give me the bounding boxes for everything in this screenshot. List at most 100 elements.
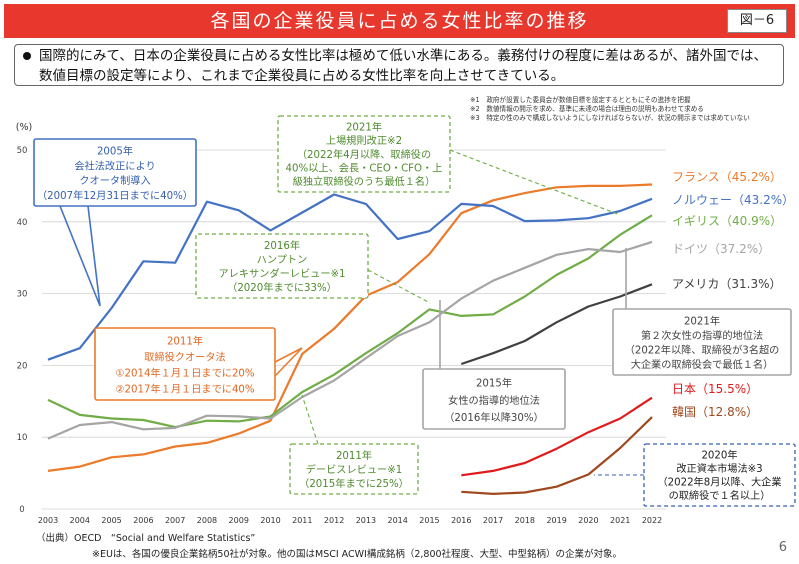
page-number: 6 [778,540,787,555]
footnote: ※1 政府が設置した委員会が数値目標を設定するとともにその進捗を把握 [470,96,691,104]
annotation-frame [94,327,276,401]
annotation-line: ②2017年１月１日までに40% [115,382,255,395]
annotation-line: ①2014年１月１日までに20% [115,366,255,379]
x-tick-label: 2010 [260,516,280,525]
x-tick-label: 2003 [38,516,58,525]
figure-number: 図－6 [727,9,787,33]
y-tick-label: 50 [17,146,28,156]
series-line [461,416,653,495]
annotation-line: 2005年 [97,145,133,158]
y-tick-label: 0 [19,505,24,515]
annotation-line: （2020年までに33%） [227,281,337,294]
series-end-label: ドイツ（37.2%） [672,242,770,256]
lead-text: 国際的にみて、日本の企業役員に占める女性比率は極めて低い水準にある。義務付けの程… [39,48,768,84]
annotation-line: デービスレビュー※1 [306,463,403,476]
annotation-line: 2016年 [264,239,300,252]
annotation-line: アレキサンダーレビュー※1 [218,267,345,280]
annotation-frame [195,233,369,299]
annotation-line: 大企業の取締役会で最低１名） [631,358,774,371]
annotation-line: （2022年4月以降、取締役の [297,148,431,161]
y-axis-label: (%) [16,122,32,133]
annotation-frame [289,443,419,495]
x-tick-label: 2021 [610,516,630,525]
annotation-frame [643,443,796,507]
series-line [47,240,653,440]
annotation-frame [612,308,792,376]
x-tick-label: 2011 [292,516,312,525]
annotation-frame [422,368,566,430]
x-tick-label: 2013 [356,516,376,525]
annotation-frame [33,138,197,207]
annotation-line: 女性の指導的地位法 [448,394,540,407]
series-line [47,214,653,429]
y-tick-label: 10 [17,433,28,443]
annotation-line: 第２次女性の指導的地位法 [641,329,763,342]
x-tick-label: 2019 [546,516,566,525]
x-tick-label: 2018 [515,516,535,525]
footnote: ※3 特定の性のみで構成しないようにしなければならないが、状況の開示までは求めて… [470,114,750,122]
y-tick-label: 40 [17,218,28,228]
annotation-line: 40%以上、会長・CEO・CFO・上 [286,161,443,174]
series-line [460,283,653,366]
x-tick-label: 2005 [101,516,121,525]
footnotes: ※1 政府が設置した委員会が数値目標を設定するとともにその進捗を把握 ※2 数値… [470,96,795,123]
annotation-uk-2021: 2021年上場規則改正※2（2022年4月以降、取締役の40%以上、会長・CEO… [277,115,621,216]
annotation-line: （2022年以降、取締役が3名超の [625,343,780,356]
annotation-line: 2015年 [476,377,512,390]
annotation-line: 級独立取締役のうち最低１名） [293,175,436,188]
annotation-line: 2011年 [336,449,372,462]
x-tick-label: 2009 [229,516,249,525]
annotation-frame [277,115,451,193]
annotation-line: 上場規則改正※2 [326,134,402,147]
series-end-label: フランス（45.2%） [672,170,782,184]
x-tick-label: 2017 [483,516,503,525]
series-line [47,193,653,361]
annotation-line: （2016年以降30%） [444,411,544,424]
annotation-line: 取締役クオータ法 [144,350,226,363]
annotation-line: ハンプトン [257,254,308,266]
annotation-line: クオータ制導入 [79,174,150,187]
title-bar: 各国の企業役員に占める女性比率の推移 図－6 [4,4,795,38]
annotation-pointer [449,149,621,216]
lead-box: 国際的にみて、日本の企業役員に占める女性比率は極めて低い水準にある。義務付けの程… [14,44,784,86]
annotation-line: （2007年12月31日までに40%） [37,189,193,202]
x-tick-label: 2016 [451,516,471,525]
scope-note: ※EUは、各国の優良企業銘柄50社が対象。他の国はMSCI ACWI構成銘柄（2… [92,549,623,560]
x-tick-label: 2007 [165,516,185,525]
annotation-line: 改正資本市場法※3 [676,462,762,475]
annotation-line: （2022年8月以降、大企業 [657,476,781,489]
series-end-label: 日本（15.5%） [672,382,758,396]
series-end-label: アメリカ（31.3%） [672,277,782,291]
x-tick-label: 2008 [197,516,217,525]
annotation-line: （2015年までに25%） [299,477,409,490]
annotation-line: 会社法改正により [74,159,155,172]
annotation-line: 2011年 [167,334,203,347]
page-title: 各国の企業役員に占める女性比率の推移 [210,10,589,32]
annotation-pointer [59,205,101,307]
series-line [461,396,653,477]
y-tick-label: 30 [17,290,28,300]
annotation-line: 2020年 [701,449,737,462]
x-tick-label: 2014 [388,516,408,525]
x-tick-label: 2004 [70,516,90,525]
x-tick-label: 2015 [419,516,439,525]
series-end-label: 韓国（12.8%） [672,405,758,419]
footnote: ※2 数値情報の開示を求め、基準に未達の場合は理由の説明もあわせて求める [470,105,704,113]
series-end-label: ノルウェー（43.2%） [672,193,794,207]
annotation-pointer [367,269,431,304]
bullet-icon [23,52,31,60]
annotation-pointer [301,394,319,445]
x-tick-label: 2020 [578,516,598,525]
annotation-pointer [274,347,303,377]
annotation-de-2021: 2021年第２次女性の指導的地位法（2022年以降、取締役が3名超の大企業の取締… [612,248,792,376]
annotation-line: 2021年 [346,121,382,134]
x-tick-label: 2012 [324,516,344,525]
annotation-line: の取締役で１名以上） [669,489,771,502]
